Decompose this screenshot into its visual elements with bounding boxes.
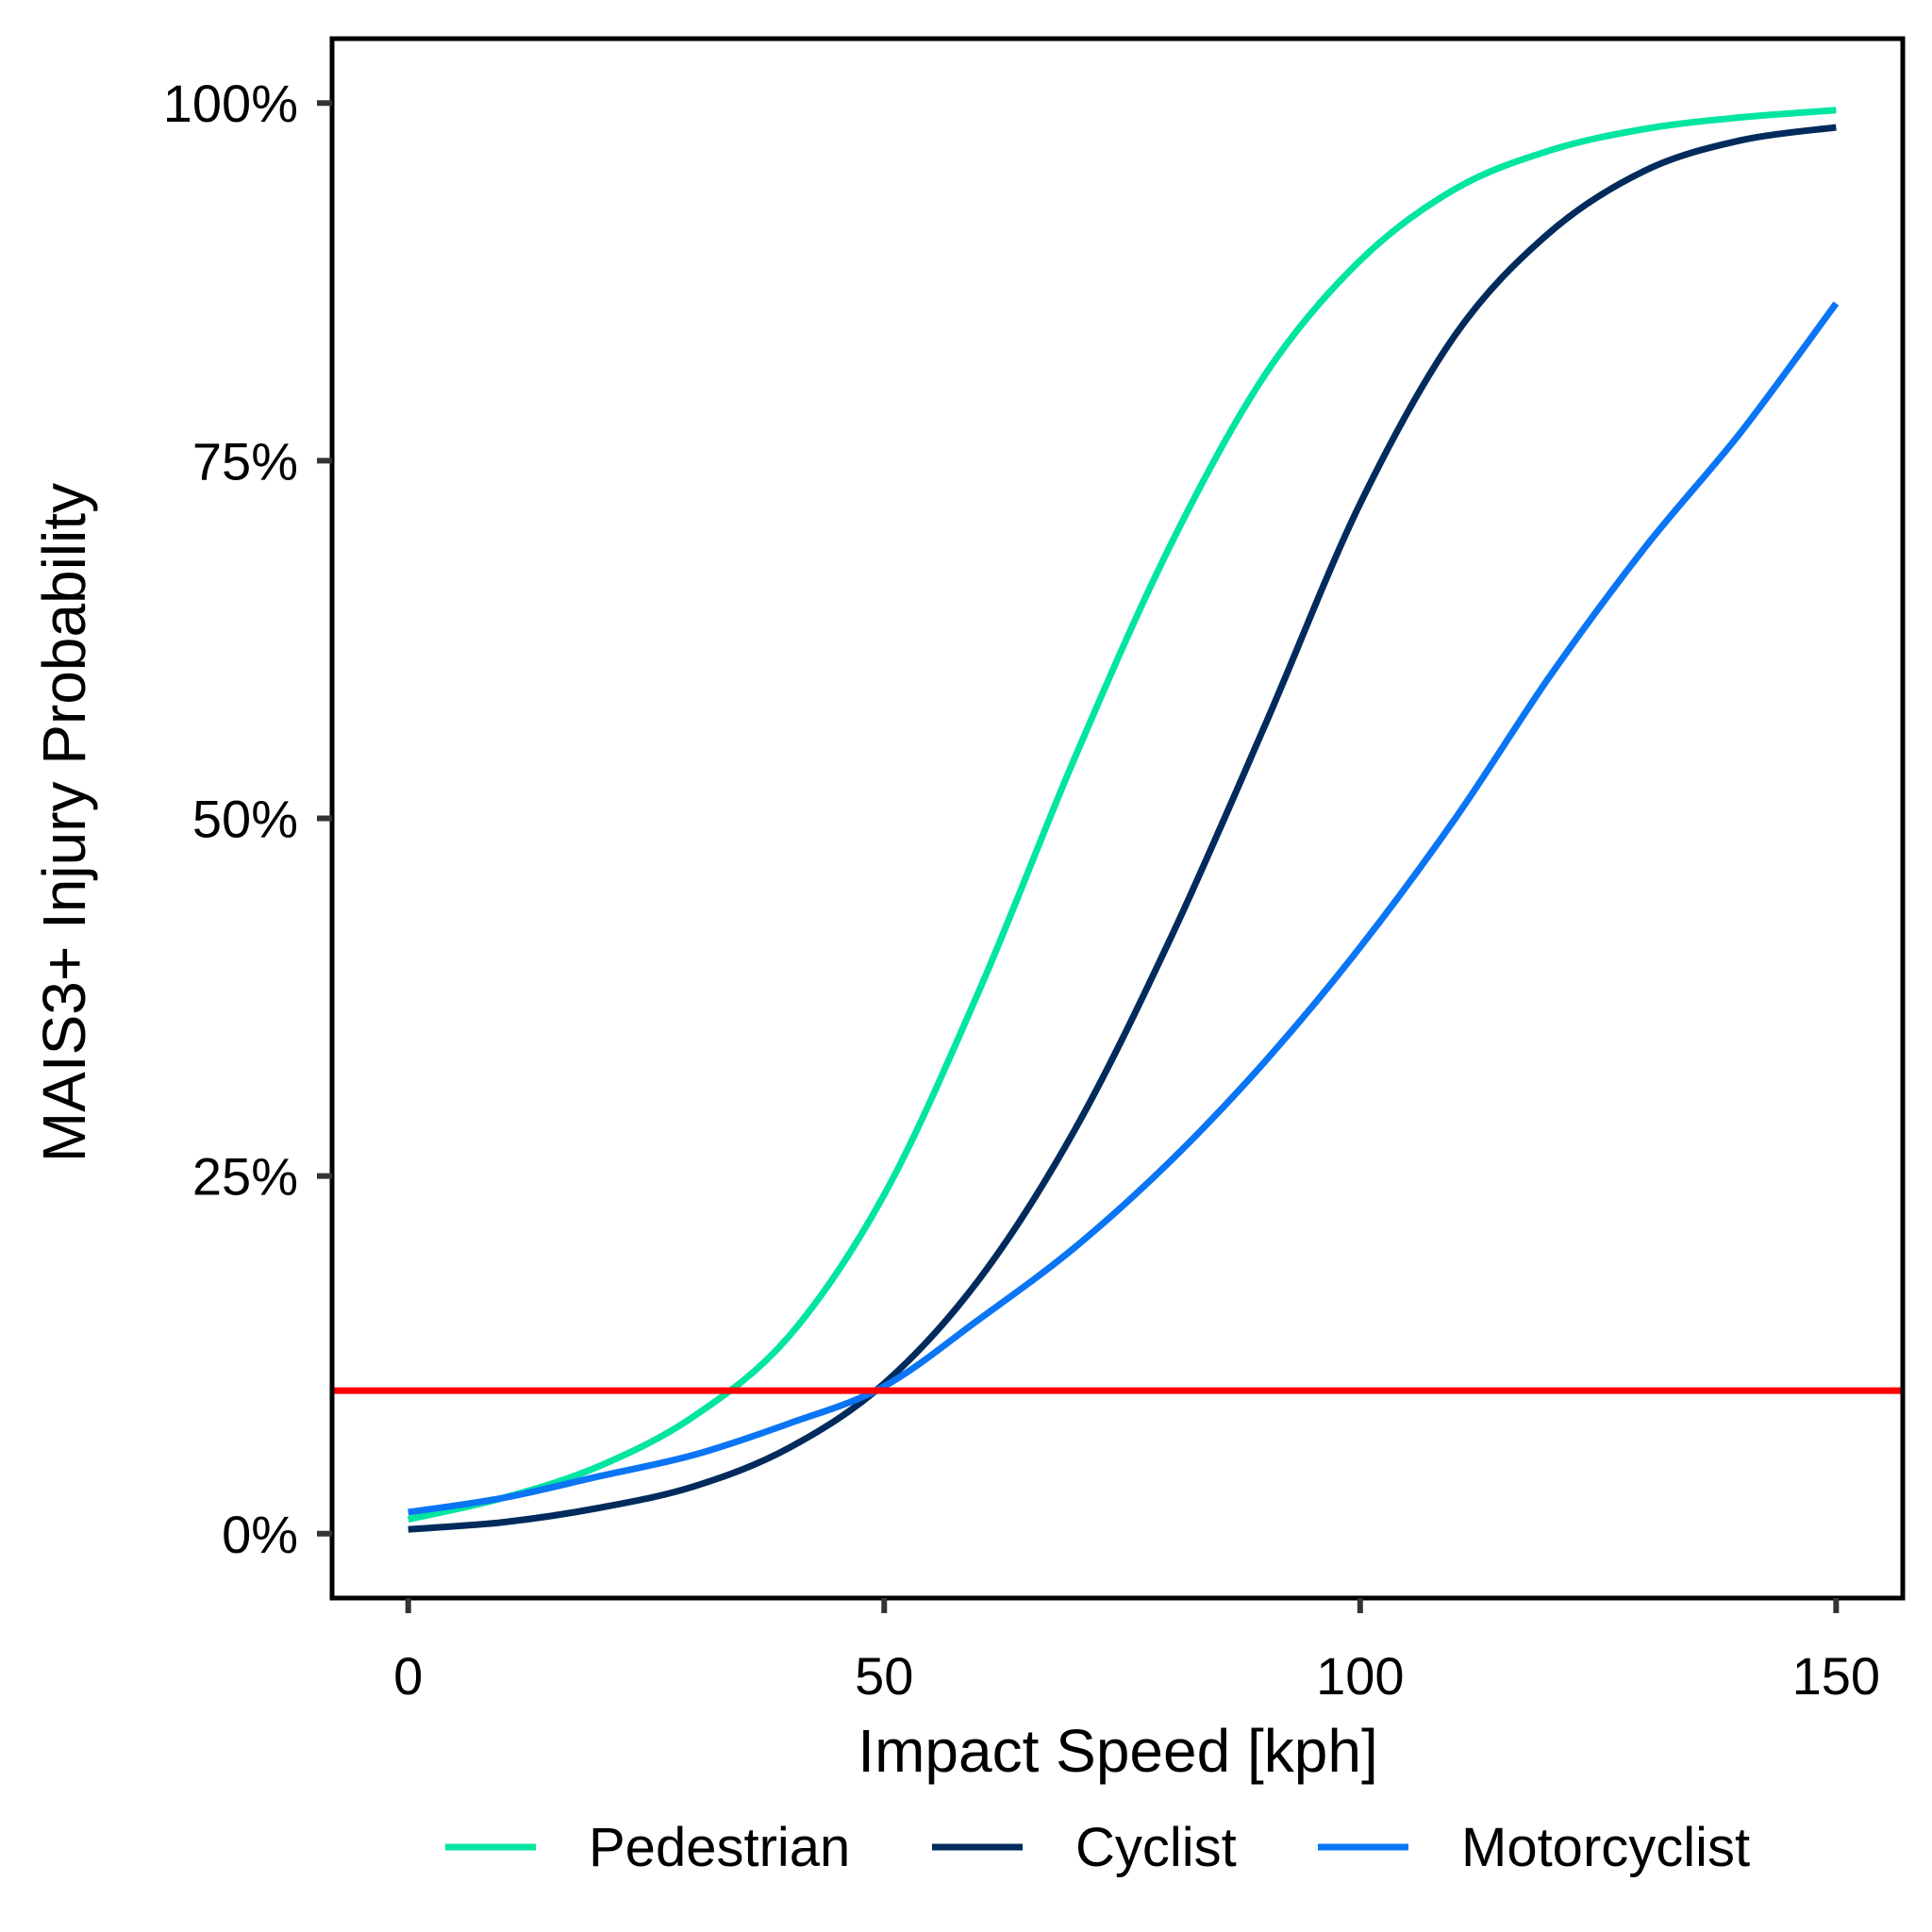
legend-label-motorcyclist: Motorcyclist: [1461, 1817, 1750, 1878]
x-tick-label: 0: [393, 1646, 423, 1706]
series-line-cyclist: [408, 124, 1837, 1533]
y-axis-title: MAIS3+ Injury Probability: [30, 483, 98, 1162]
y-tick-label: 0%: [222, 1505, 298, 1564]
legend-label-pedestrian: Pedestrian: [589, 1817, 850, 1878]
y-tick-label: 75%: [192, 431, 298, 491]
y-tick-label: 50%: [192, 790, 298, 849]
plot-border: [329, 36, 1906, 1601]
x-tick-label: 150: [1792, 1646, 1880, 1706]
y-tick-label: 25%: [192, 1147, 298, 1207]
y-tick-label: 100%: [163, 74, 298, 133]
x-tick-label: 50: [855, 1646, 913, 1706]
plot-area: [332, 107, 1903, 1533]
legend-label-cyclist: Cyclist: [1075, 1817, 1237, 1878]
x-axis-title: Impact Speed [kph]: [858, 1717, 1377, 1785]
axes: 0% 25% 50% 75% 100% 0 50 100 150: [163, 36, 1906, 1706]
x-tick-label: 100: [1316, 1646, 1404, 1706]
series-line-pedestrian: [407, 107, 1837, 1524]
series-line-motorcyclist: [408, 301, 1840, 1516]
legend: Pedestrian Cyclist Motorcyclist: [445, 1817, 1750, 1878]
